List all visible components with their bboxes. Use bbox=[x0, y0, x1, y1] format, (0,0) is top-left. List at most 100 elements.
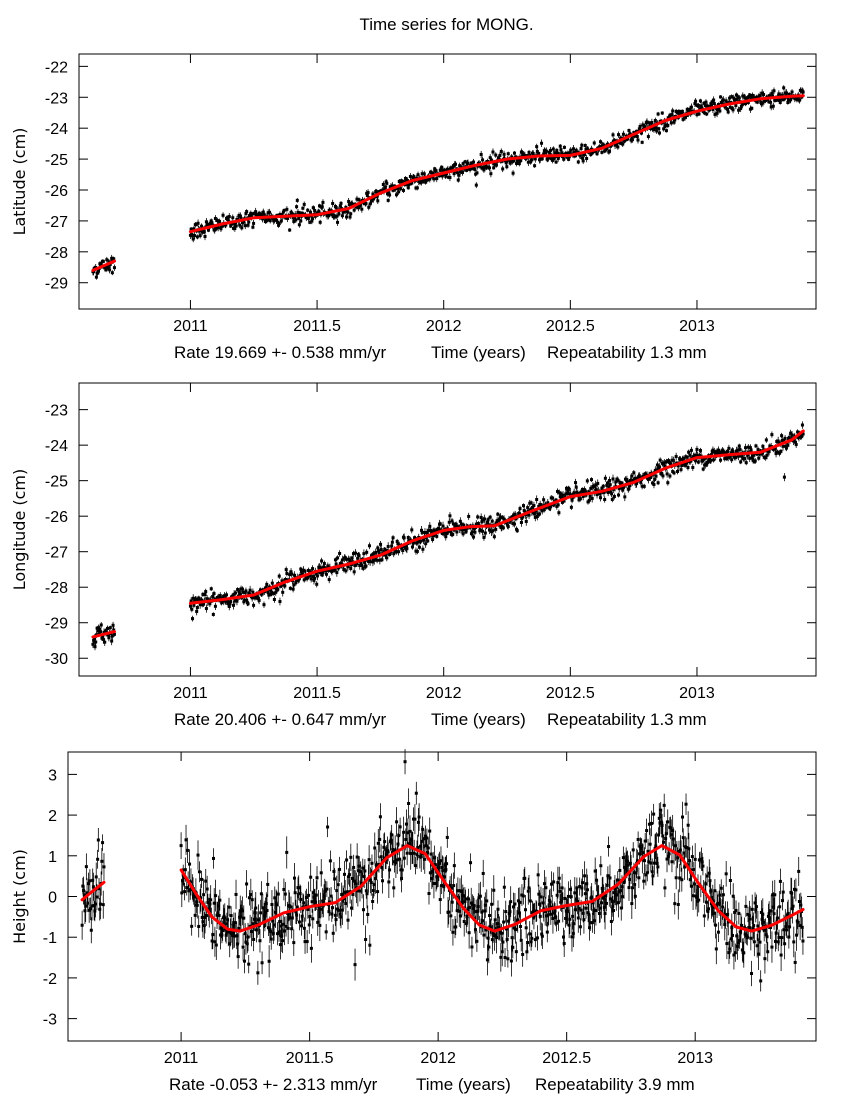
data-point bbox=[364, 889, 368, 893]
x-axis-label: Time (years) bbox=[416, 1075, 511, 1094]
data-point bbox=[330, 213, 334, 217]
data-point bbox=[685, 455, 689, 459]
data-point bbox=[264, 910, 268, 914]
data-point bbox=[683, 115, 687, 119]
data-point bbox=[607, 485, 611, 489]
data-point bbox=[409, 852, 413, 856]
data-point bbox=[371, 560, 375, 564]
data-point bbox=[512, 151, 516, 155]
data-point bbox=[506, 525, 510, 529]
data-point bbox=[326, 564, 330, 568]
x-tick-label: 2011 bbox=[164, 1050, 199, 1067]
data-point bbox=[557, 876, 561, 880]
data-point bbox=[748, 446, 752, 450]
data-point bbox=[479, 152, 483, 156]
data-point bbox=[526, 506, 530, 510]
data-point bbox=[427, 892, 431, 896]
data-point bbox=[501, 940, 505, 944]
data-point bbox=[781, 444, 785, 448]
data-point bbox=[470, 945, 474, 949]
data-point bbox=[361, 908, 365, 912]
data-point bbox=[721, 98, 725, 102]
data-point bbox=[182, 876, 186, 880]
data-point bbox=[492, 888, 496, 892]
data-point bbox=[656, 112, 660, 116]
data-point bbox=[428, 871, 432, 875]
y-tick-label: -29 bbox=[45, 276, 68, 293]
data-point bbox=[760, 452, 764, 456]
data-point bbox=[790, 90, 794, 94]
data-point bbox=[574, 485, 578, 489]
data-point bbox=[474, 183, 478, 187]
data-point bbox=[376, 841, 380, 845]
data-point bbox=[278, 600, 282, 604]
data-point bbox=[767, 450, 771, 454]
data-point bbox=[423, 530, 427, 534]
data-point bbox=[339, 915, 343, 919]
data-point bbox=[480, 520, 484, 524]
data-point bbox=[333, 558, 337, 562]
data-point bbox=[488, 156, 492, 160]
data-point bbox=[454, 925, 458, 929]
data-point bbox=[529, 940, 533, 944]
data-point bbox=[245, 210, 249, 214]
x-axis-label: Time (years) bbox=[431, 710, 526, 729]
y-tick-label: -28 bbox=[45, 245, 68, 262]
data-point bbox=[503, 956, 507, 960]
data-point bbox=[101, 637, 105, 641]
data-point bbox=[551, 158, 555, 162]
data-point bbox=[244, 211, 248, 215]
data-point bbox=[496, 512, 500, 516]
data-point bbox=[535, 150, 539, 154]
data-point bbox=[479, 516, 483, 520]
data-point bbox=[266, 882, 270, 886]
data-point bbox=[716, 108, 720, 112]
data-point bbox=[565, 486, 569, 490]
data-point bbox=[324, 572, 328, 576]
data-point bbox=[724, 451, 728, 455]
y-tick-label: 3 bbox=[48, 767, 57, 784]
data-point bbox=[99, 623, 103, 627]
data-point bbox=[440, 883, 444, 887]
data-point bbox=[655, 463, 659, 467]
data-point bbox=[569, 505, 573, 509]
data-point bbox=[404, 822, 408, 826]
data-point bbox=[238, 214, 242, 218]
data-point bbox=[528, 153, 532, 157]
data-point bbox=[585, 156, 589, 160]
data-point bbox=[637, 474, 641, 478]
data-point bbox=[358, 564, 362, 568]
data-point bbox=[555, 504, 559, 508]
data-point bbox=[414, 791, 418, 795]
data-point bbox=[293, 573, 297, 577]
y-tick-label: -25 bbox=[45, 474, 68, 491]
x-tick-label: 2011.5 bbox=[286, 1050, 334, 1067]
data-point bbox=[95, 895, 99, 899]
data-point bbox=[552, 911, 556, 915]
data-point bbox=[183, 890, 187, 894]
data-point bbox=[329, 894, 333, 898]
data-point bbox=[319, 566, 323, 570]
data-point bbox=[646, 477, 650, 481]
data-point bbox=[308, 574, 312, 578]
data-point bbox=[420, 839, 424, 843]
data-point bbox=[405, 851, 409, 855]
data-point bbox=[204, 879, 208, 883]
data-point bbox=[105, 258, 109, 262]
data-point bbox=[502, 152, 506, 156]
data-point bbox=[445, 862, 449, 866]
y-tick-label: 0 bbox=[48, 890, 57, 907]
data-point bbox=[234, 224, 238, 228]
data-point bbox=[555, 151, 559, 155]
data-point bbox=[236, 955, 240, 959]
data-point bbox=[238, 223, 242, 227]
data-point bbox=[181, 879, 185, 883]
data-point bbox=[732, 96, 736, 100]
data-point bbox=[385, 848, 389, 852]
data-point bbox=[748, 456, 752, 460]
data-point bbox=[304, 895, 308, 899]
data-point bbox=[364, 938, 368, 942]
data-point bbox=[575, 886, 579, 890]
data-point bbox=[696, 454, 700, 458]
data-point bbox=[549, 148, 553, 152]
